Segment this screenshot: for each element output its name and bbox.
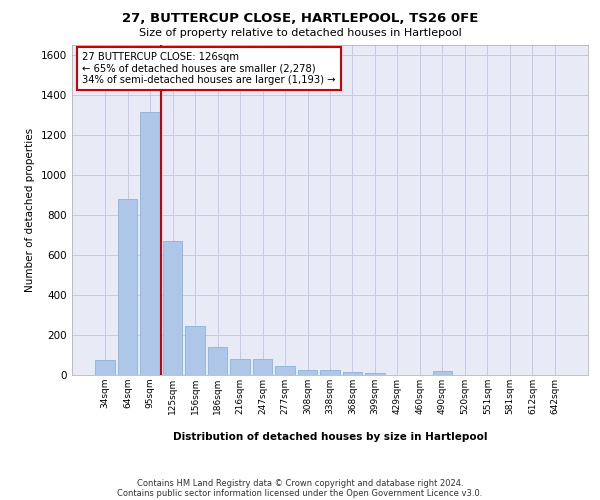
Bar: [230, 359, 250, 375]
Bar: [185, 326, 205, 375]
Bar: [208, 347, 227, 375]
Text: Size of property relative to detached houses in Hartlepool: Size of property relative to detached ho…: [139, 28, 461, 38]
Bar: [298, 370, 317, 375]
Text: Contains public sector information licensed under the Open Government Licence v3: Contains public sector information licen…: [118, 488, 482, 498]
Bar: [95, 360, 115, 375]
Bar: [275, 366, 295, 375]
Bar: [118, 199, 137, 375]
Text: Contains HM Land Registry data © Crown copyright and database right 2024.: Contains HM Land Registry data © Crown c…: [137, 478, 463, 488]
Bar: [140, 112, 160, 375]
Y-axis label: Number of detached properties: Number of detached properties: [25, 128, 35, 292]
Bar: [163, 241, 182, 375]
Text: Distribution of detached houses by size in Hartlepool: Distribution of detached houses by size …: [173, 432, 487, 442]
Bar: [320, 370, 340, 375]
Text: 27, BUTTERCUP CLOSE, HARTLEPOOL, TS26 0FE: 27, BUTTERCUP CLOSE, HARTLEPOOL, TS26 0F…: [122, 12, 478, 26]
Bar: [253, 359, 272, 375]
Bar: [433, 371, 452, 375]
Bar: [365, 373, 385, 375]
Bar: [343, 372, 362, 375]
Text: 27 BUTTERCUP CLOSE: 126sqm
← 65% of detached houses are smaller (2,278)
34% of s: 27 BUTTERCUP CLOSE: 126sqm ← 65% of deta…: [82, 52, 336, 85]
